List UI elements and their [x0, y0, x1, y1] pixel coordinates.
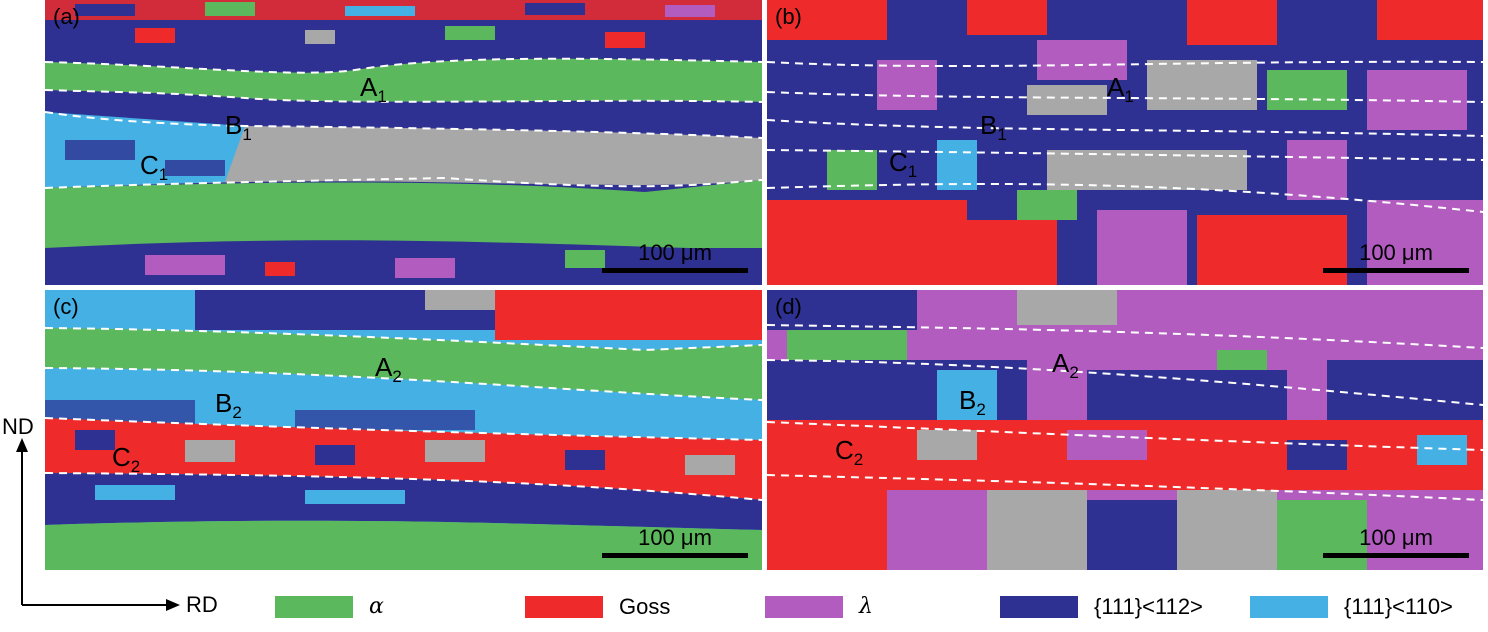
- legend-swatch: [275, 595, 353, 618]
- zone-label-a1: A1: [360, 72, 387, 106]
- zone-label-c1-b: C1: [889, 147, 918, 181]
- ebsd-panel-a: (a) A1 B1 C1 100 μm: [45, 0, 762, 285]
- zone-label-c2: C2: [112, 442, 141, 476]
- scale-bar-d: 100 μm: [1323, 525, 1469, 558]
- ebsd-panel-c: (c) A2 B2 C2 100 μm: [45, 290, 762, 570]
- zone-c2-band: [45, 418, 762, 500]
- legend-swatch: [525, 596, 603, 618]
- zone-a2-band: [45, 328, 762, 400]
- zone-label-a2: A2: [375, 352, 402, 386]
- rd-axis-label: RD: [186, 592, 218, 617]
- ebsd-map-d: [767, 290, 1483, 570]
- zone-label-b2-d: B2: [959, 385, 986, 419]
- scale-bar-c: 100 μm: [602, 525, 748, 558]
- panel-tag-c: (c): [53, 294, 79, 319]
- panel-tag-d: (d): [775, 294, 802, 319]
- legend-item-goss: Goss: [525, 594, 670, 620]
- nd-axis-label: ND: [2, 414, 34, 439]
- zone-label-c2-d: C2: [835, 435, 864, 469]
- texture-a-top: [45, 0, 762, 60]
- legend-item-lambda: λ: [765, 594, 873, 619]
- zone-a1-band: [45, 58, 762, 102]
- scale-bar-a: 100 μm: [602, 240, 748, 273]
- legend-item-111-110: {111}<110>: [1250, 594, 1453, 620]
- legend-swatch: [1250, 596, 1328, 618]
- zone-label-b1: B1: [225, 110, 252, 144]
- legend-swatch: [1000, 596, 1078, 618]
- legend-item-alpha: α: [275, 594, 384, 619]
- zone-b1-band: [45, 90, 762, 138]
- zone-label-a1-b: A1: [1107, 72, 1134, 106]
- ebsd-panel-b: (b) A1 B1 C1 100 μm: [767, 0, 1483, 285]
- ebsd-map-c: [45, 290, 762, 570]
- panel-tag-a: (a): [53, 4, 80, 29]
- color-legend: α Goss λ {111}<112> {111}<110>: [0, 582, 1488, 628]
- zone-label-a2-d: A2: [1052, 348, 1079, 382]
- scale-bar-b: 100 μm: [1323, 240, 1469, 273]
- ebsd-map-a: [45, 0, 762, 285]
- zone-label-b1-b: B1: [980, 110, 1007, 144]
- zone-label-c1: C1: [140, 150, 169, 184]
- ebsd-panel-d: (d) A2 B2 C2 100 μm: [767, 290, 1483, 570]
- goss-region-c: [495, 290, 762, 340]
- legend-swatch: [765, 595, 843, 618]
- panel-tag-b: (b): [775, 4, 802, 29]
- legend-item-111-112: {111}<112>: [1000, 594, 1203, 620]
- zone-label-b2: B2: [215, 388, 242, 422]
- orientation-axes: ND RD: [0, 400, 220, 632]
